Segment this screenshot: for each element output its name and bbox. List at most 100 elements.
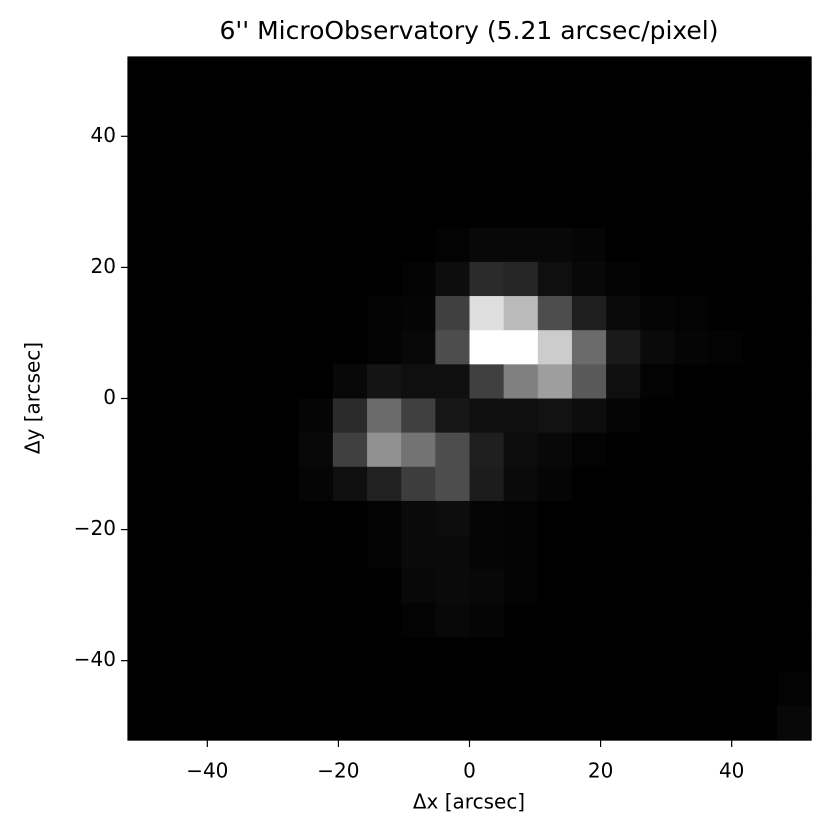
pixel — [196, 227, 232, 263]
pixel — [332, 159, 368, 195]
pixel — [264, 569, 300, 604]
pixel — [571, 91, 607, 126]
pixel — [196, 330, 232, 365]
pixel — [162, 296, 197, 331]
pixel — [742, 330, 778, 365]
pixel — [776, 500, 812, 536]
pixel — [537, 296, 573, 331]
pixel — [674, 398, 710, 434]
pixel — [708, 91, 744, 126]
pixel — [435, 91, 471, 126]
y-tick-label: −20 — [74, 516, 116, 540]
pixel — [571, 57, 607, 92]
pixel — [332, 125, 368, 161]
pixel — [640, 91, 675, 126]
pixel — [571, 637, 607, 673]
pixel — [537, 535, 573, 570]
pixel — [674, 330, 710, 365]
pixel — [606, 569, 641, 604]
pixel — [230, 500, 266, 536]
pixel — [162, 193, 197, 229]
pixel — [162, 330, 197, 365]
pixel — [298, 57, 334, 92]
pixel — [230, 569, 266, 604]
pixel — [469, 193, 505, 229]
pixel — [606, 57, 641, 92]
y-axis-label: Δy [arcsec] — [21, 342, 45, 454]
pixel — [776, 193, 812, 229]
pixel — [332, 398, 368, 434]
pixel — [708, 535, 744, 570]
pixel — [571, 535, 607, 570]
pixel — [708, 296, 744, 331]
pixel — [742, 296, 778, 331]
pixel — [230, 432, 266, 468]
pixel — [128, 466, 163, 502]
pixel — [298, 296, 334, 331]
pixel — [469, 364, 505, 400]
pixel — [776, 57, 812, 92]
pixel — [708, 603, 744, 639]
pixel — [435, 364, 471, 400]
pixel — [606, 535, 641, 570]
pixel — [196, 535, 232, 570]
pixel — [469, 705, 505, 741]
pixel — [298, 432, 334, 468]
x-tick-label: −20 — [317, 759, 359, 783]
pixel — [776, 261, 812, 297]
pixel — [230, 705, 266, 741]
pixel — [367, 330, 402, 365]
pixel — [503, 671, 539, 707]
pixel — [469, 500, 505, 536]
pixel — [264, 398, 300, 434]
y-tick-label: 0 — [103, 385, 116, 409]
pixel — [196, 193, 232, 229]
pixel — [401, 569, 436, 604]
pixel — [298, 91, 334, 126]
pixel — [162, 705, 197, 741]
pixel — [435, 57, 471, 92]
pixel — [435, 261, 471, 297]
pixel — [435, 603, 471, 639]
pixel — [503, 330, 539, 365]
pixel — [401, 125, 436, 161]
pixel — [435, 330, 471, 365]
pixel — [332, 671, 368, 707]
pixel — [606, 603, 641, 639]
pixel — [742, 637, 778, 673]
pixel — [264, 57, 300, 92]
pixel — [230, 193, 266, 229]
pixel — [640, 398, 675, 434]
pixel — [674, 227, 710, 263]
pixel — [640, 671, 675, 707]
pixel — [469, 91, 505, 126]
pixel — [503, 261, 539, 297]
pixel — [196, 466, 232, 502]
pixel — [230, 296, 266, 331]
pixel — [571, 330, 607, 365]
pixel — [401, 398, 436, 434]
pixel — [503, 705, 539, 741]
pixel — [435, 296, 471, 331]
pixel — [537, 705, 573, 741]
pixel — [264, 330, 300, 365]
pixel — [401, 57, 436, 92]
pixel — [332, 261, 368, 297]
pixel — [742, 500, 778, 536]
pixel — [469, 432, 505, 468]
pixel — [674, 466, 710, 502]
pixel — [230, 637, 266, 673]
pixel — [708, 330, 744, 365]
pixel — [708, 671, 744, 707]
pixel — [264, 91, 300, 126]
pixel — [674, 193, 710, 229]
pixel — [230, 330, 266, 365]
pixel — [503, 193, 539, 229]
pixel — [264, 227, 300, 263]
pixel — [435, 125, 471, 161]
pixel — [708, 432, 744, 468]
pixel — [128, 296, 163, 331]
pixel — [401, 193, 436, 229]
pixel — [742, 227, 778, 263]
